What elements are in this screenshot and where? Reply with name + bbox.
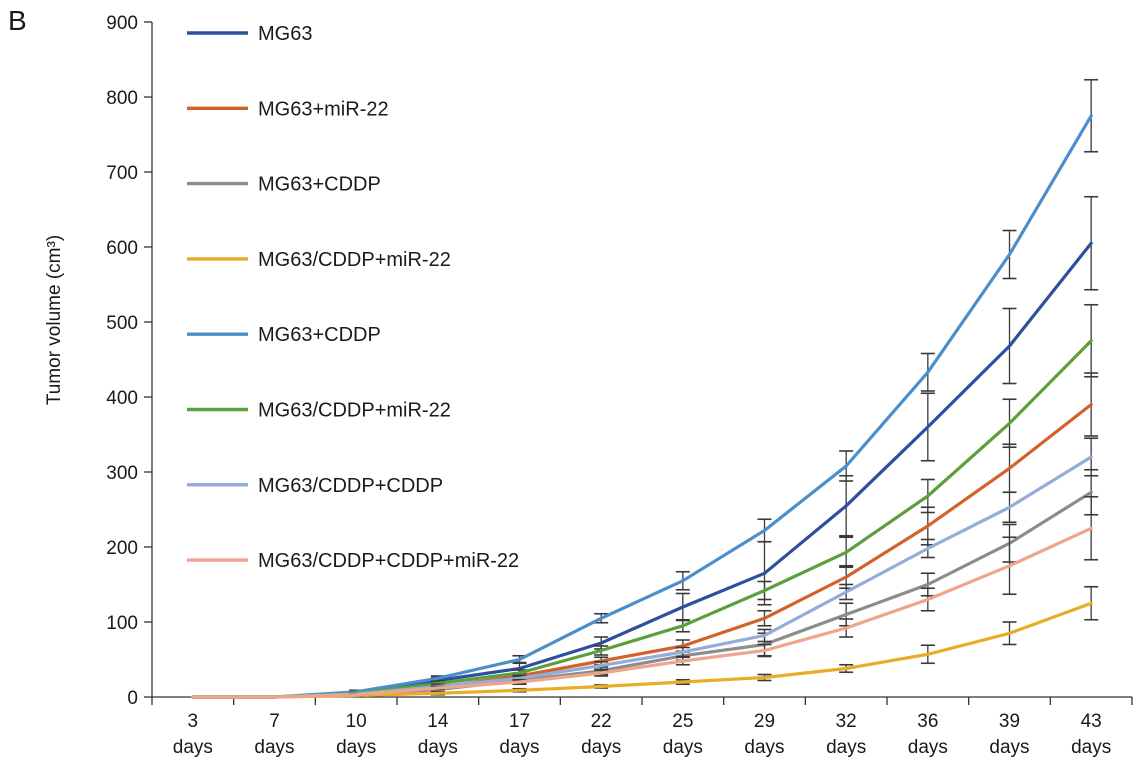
y-tick-label: 700 [106, 163, 138, 184]
panel-label: B [8, 5, 27, 36]
legend-item: MG63+miR-22 [187, 98, 389, 120]
series-1 [191, 195, 1099, 699]
series-layer [191, 78, 1099, 699]
legend-label: MG63+CDDP [258, 174, 381, 196]
legend-item: MG63 [187, 23, 312, 45]
legend-label: MG63+miR-22 [258, 98, 389, 120]
legend: MG63 MG63+miR-22 MG63+CDDP MG63/CDDP+miR-22… [187, 23, 519, 572]
legend-label: MG63/CDDP+miR-22 [258, 249, 451, 271]
x-tick-label-unit: days [499, 737, 539, 758]
series-line [191, 339, 1093, 699]
x-tick-label-number: 29 [754, 711, 775, 732]
series-4 [191, 585, 1099, 699]
series-line [191, 526, 1093, 699]
x-tick-label-unit: days [663, 737, 703, 758]
x-tick-label-unit: days [989, 737, 1029, 758]
x-tick-label-unit: days [908, 737, 948, 758]
series-3 [191, 468, 1099, 699]
series-8 [191, 495, 1099, 699]
x-tick-label-unit: days [744, 737, 784, 758]
x-tick-label-number: 36 [917, 711, 938, 732]
y-tick-label: 100 [106, 613, 138, 634]
x-tick-label-number: 32 [836, 711, 857, 732]
y-tick-label: 200 [106, 538, 138, 559]
x-tick-label-unit: days [826, 737, 866, 758]
legend-label: MG63 [258, 23, 312, 45]
y-tick-label: 0 [127, 688, 138, 709]
legend-item: MG63+CDDP [187, 324, 381, 346]
x-tick-label-number: 39 [999, 711, 1020, 732]
series-5 [191, 78, 1099, 699]
x-tick-label-number: 43 [1081, 711, 1102, 732]
x-tick-label-number: 3 [188, 711, 199, 732]
axes: 0 100 200 300 400 500 600 700 800 900 3 days 7 days 10… [106, 13, 1133, 758]
y-axis-label: Tumor volume (cm³) [44, 235, 65, 405]
legend-label: MG63/CDDP+miR-22 [258, 400, 451, 422]
legend-label: MG63/CDDP+CDDP+miR-22 [258, 550, 519, 572]
y-tick-label: 900 [106, 13, 138, 34]
x-tick-label-number: 22 [591, 711, 612, 732]
legend-item: MG63/CDDP+miR-22 [187, 249, 451, 271]
legend-item: MG63/CDDP+CDDP [187, 475, 443, 497]
x-tick-label-unit: days [1071, 737, 1111, 758]
x-tick-label-number: 10 [346, 711, 367, 732]
legend-item: MG63/CDDP+CDDP+miR-22 [187, 550, 519, 572]
x-tick-label-unit: days [173, 737, 213, 758]
x-tick-label-unit: days [254, 737, 294, 758]
x-tick-label-unit: days [418, 737, 458, 758]
x-tick-label-number: 7 [269, 711, 280, 732]
legend-item: MG63+CDDP [187, 174, 381, 196]
series-line [191, 601, 1093, 699]
legend-label: MG63+CDDP [258, 324, 381, 346]
x-tick-label-unit: days [581, 737, 621, 758]
x-tick-label-number: 25 [672, 711, 693, 732]
x-tick-label-unit: days [336, 737, 376, 758]
y-tick-label: 800 [106, 88, 138, 109]
legend-label: MG63/CDDP+CDDP [258, 475, 443, 497]
y-tick-label: 400 [106, 388, 138, 409]
x-tick-label-number: 14 [427, 711, 449, 732]
y-tick-label: 500 [106, 313, 138, 334]
x-tick-label-number: 17 [509, 711, 530, 732]
y-tick-label: 600 [106, 238, 138, 259]
y-tick-label: 300 [106, 463, 138, 484]
series-2 [191, 372, 1099, 699]
legend-item: MG63/CDDP+miR-22 [187, 400, 451, 422]
